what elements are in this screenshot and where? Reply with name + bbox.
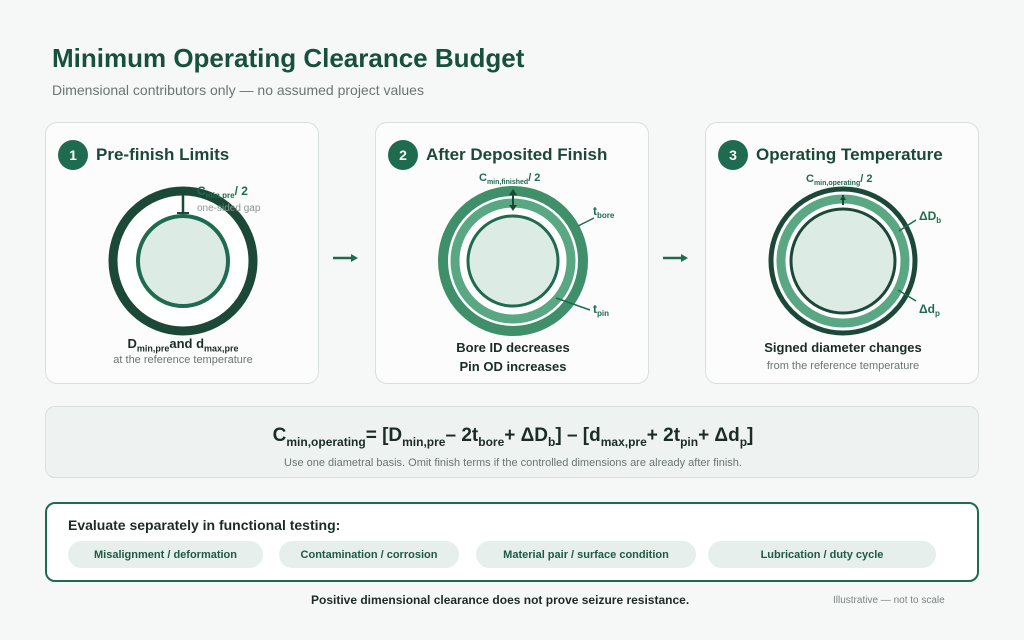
- step-title: After Deposited Finish: [426, 145, 608, 164]
- pin-change-leader: [897, 289, 917, 302]
- step-number-badge: 1: [58, 140, 88, 170]
- page-title: Minimum Operating Clearance Budget: [52, 43, 525, 73]
- step-card-pre-finish: 1 Pre-finish Limits Cmin,pre/ 2 one-side…: [45, 122, 319, 384]
- pin-circle: [136, 214, 230, 308]
- step-caption-primary: Signed diameter changes: [764, 340, 922, 355]
- gap-note: one-sided gap: [197, 203, 261, 214]
- bore-finish-label: tbore: [593, 204, 615, 220]
- bore-change-label: ΔDb: [919, 209, 941, 225]
- test-item-contamination: Contamination / corrosion: [279, 541, 459, 568]
- step-title: Pre-finish Limits: [96, 145, 230, 164]
- gap-label: Cmin,finished/ 2: [479, 172, 540, 186]
- arrow-right-icon: [333, 254, 358, 262]
- step-caption-secondary: at the reference temperature: [113, 354, 253, 366]
- page-subtitle: Dimensional contributors only — no assum…: [52, 82, 424, 98]
- step-title: Operating Temperature: [756, 145, 943, 164]
- bore-change-leader: [898, 219, 917, 232]
- test-item-misalignment: Misalignment / deformation: [68, 541, 263, 568]
- step-card-finish: 2 After Deposited Finish Cmin,finished/ …: [375, 122, 649, 384]
- step-card-operating: 3 Operating Temperature Cmin,operating/ …: [705, 122, 979, 384]
- finish-diagram: Cmin,finished/ 2 tbore tpin: [438, 172, 615, 336]
- pin-change-label: Δdp: [919, 302, 940, 318]
- pre-finish-diagram: Cmin,pre/ 2 one-sided gap: [108, 184, 261, 336]
- formula-panel: Cmin,operating= [Dmin,pre– 2tbore+ ΔDb] …: [45, 406, 979, 478]
- gap-label: Cmin,pre/ 2: [197, 184, 248, 200]
- functional-testing-panel: Evaluate separately in functional testin…: [45, 502, 979, 582]
- pin-leader: [555, 297, 591, 311]
- step-caption-primary: Bore ID decreases: [456, 340, 570, 355]
- clearance-formula: Cmin,operating= [Dmin,pre– 2tbore+ ΔDb] …: [272, 425, 754, 449]
- step-caption-primary: Dmin,preand dmax,pre: [127, 336, 239, 354]
- pin-finish-label: tpin: [593, 302, 609, 318]
- step-number-badge: 2: [388, 140, 418, 170]
- pin-circle: [789, 207, 897, 315]
- test-item-lubrication: Lubrication / duty cycle: [708, 541, 936, 568]
- step-caption-secondary: from the reference temperature: [766, 360, 920, 372]
- scale-note: Illustrative — not to scale: [833, 595, 945, 606]
- bore-leader: [577, 217, 595, 227]
- step-caption-secondary: Pin OD increases: [459, 359, 567, 374]
- arrow-right-icon: [663, 254, 688, 262]
- footer-statement: Positive dimensional clearance does not …: [311, 593, 690, 607]
- formula-note: Use one diametral basis. Omit finish ter…: [284, 457, 742, 469]
- step-number-badge: 3: [718, 140, 748, 170]
- gap-label: Cmin,operating/ 2: [806, 173, 872, 187]
- operating-diagram: Cmin,operating/ 2 ΔDb Δdp: [768, 173, 941, 336]
- functional-testing-title: Evaluate separately in functional testin…: [68, 517, 341, 533]
- pin-circle: [466, 214, 560, 308]
- test-item-material-pair: Material pair / surface condition: [476, 541, 696, 568]
